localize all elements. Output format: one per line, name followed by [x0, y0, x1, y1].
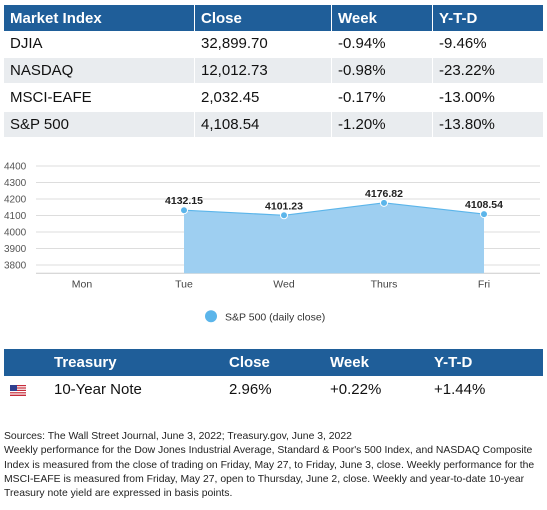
data-label: 4132.15 [165, 195, 203, 207]
data-label: 4176.82 [365, 188, 403, 200]
x-tick-label: Wed [273, 278, 295, 290]
treasury-close: 2.96% [223, 376, 324, 403]
data-label: 4101.23 [265, 200, 303, 212]
index-ytd: -9.46% [432, 31, 543, 58]
table-row: 10-Year Note 2.96% +0.22% +1.44% [4, 376, 543, 403]
index-name: MSCI-EAFE [4, 84, 195, 112]
x-tick-label: Fri [478, 278, 490, 290]
table-row: MSCI-EAFE 2,032.45 -0.17% -13.00% [4, 84, 543, 112]
header-ytd: Y-T-D [428, 349, 543, 376]
table-row: NASDAQ 12,012.73 -0.98% -23.22% [4, 57, 543, 85]
table-row: DJIA 32,899.70 -0.94% -9.46% [4, 31, 543, 58]
header-flag [4, 349, 48, 376]
x-tick-label: Mon [72, 278, 93, 290]
y-tick-label: 4300 [4, 178, 27, 189]
index-week: -0.17% [331, 84, 433, 112]
y-tick-label: 4200 [4, 195, 27, 206]
x-tick-label: Thurs [371, 278, 398, 290]
y-tick-label: 4000 [4, 228, 27, 239]
data-point [380, 198, 388, 207]
header-close: Close [223, 349, 324, 376]
methodology-note: Weekly performance for the Dow Jones Ind… [4, 445, 535, 500]
treasury-ytd: +1.44% [428, 376, 543, 403]
header-close: Close [194, 5, 332, 31]
index-week: -0.98% [331, 57, 433, 85]
y-tick-label: 4400 [4, 162, 27, 173]
treasury-table: Treasury Close Week Y-T-D 10-Year Note 2… [4, 349, 543, 403]
data-point [280, 211, 288, 220]
us-flag-icon [10, 384, 26, 396]
header-ytd: Y-T-D [432, 5, 543, 31]
header-week: Week [324, 349, 428, 376]
y-tick-label: 4100 [4, 211, 27, 222]
legend-marker [205, 310, 217, 323]
data-label: 4108.54 [465, 199, 503, 211]
treasury-table-header: Treasury Close Week Y-T-D [4, 349, 543, 376]
table-row: S&P 500 4,108.54 -1.20% -13.80% [4, 111, 543, 139]
y-tick-label: 3800 [4, 261, 27, 272]
index-close: 2,032.45 [194, 84, 332, 112]
legend-label: S&P 500 (daily close) [225, 311, 325, 323]
header-market-index: Market Index [4, 5, 195, 31]
treasury-name: 10-Year Note [48, 376, 223, 403]
index-ytd: -13.80% [432, 111, 543, 139]
index-name: S&P 500 [4, 111, 195, 139]
footnotes: Sources: The Wall Street Journal, June 3… [4, 430, 544, 501]
index-close: 12,012.73 [194, 57, 332, 85]
data-point [480, 210, 488, 219]
index-week: -0.94% [331, 31, 433, 58]
index-close: 32,899.70 [194, 31, 332, 58]
sources-note: Sources: The Wall Street Journal, June 3… [4, 431, 352, 442]
index-ytd: -23.22% [432, 57, 543, 85]
flag-cell [4, 376, 48, 403]
index-week: -1.20% [331, 111, 433, 139]
header-treasury: Treasury [48, 349, 223, 376]
index-name: NASDAQ [4, 57, 195, 85]
series-line [183, 202, 485, 216]
market-table-header: Market Index Close Week Y-T-D [4, 5, 543, 31]
sp500-area-chart: 4400 4300 4200 4100 4000 3900 3800 4132.15 4101.… [4, 162, 540, 323]
header-week: Week [331, 5, 433, 31]
series-area [184, 202, 484, 274]
y-tick-label: 3900 [4, 244, 27, 255]
index-ytd: -13.00% [432, 84, 543, 112]
data-point [180, 206, 188, 215]
index-name: DJIA [4, 31, 195, 58]
treasury-week: +0.22% [324, 376, 428, 403]
market-index-table: Market Index Close Week Y-T-D DJIA 32,89… [4, 5, 543, 139]
x-tick-label: Tue [175, 278, 193, 290]
index-close: 4,108.54 [194, 111, 332, 139]
